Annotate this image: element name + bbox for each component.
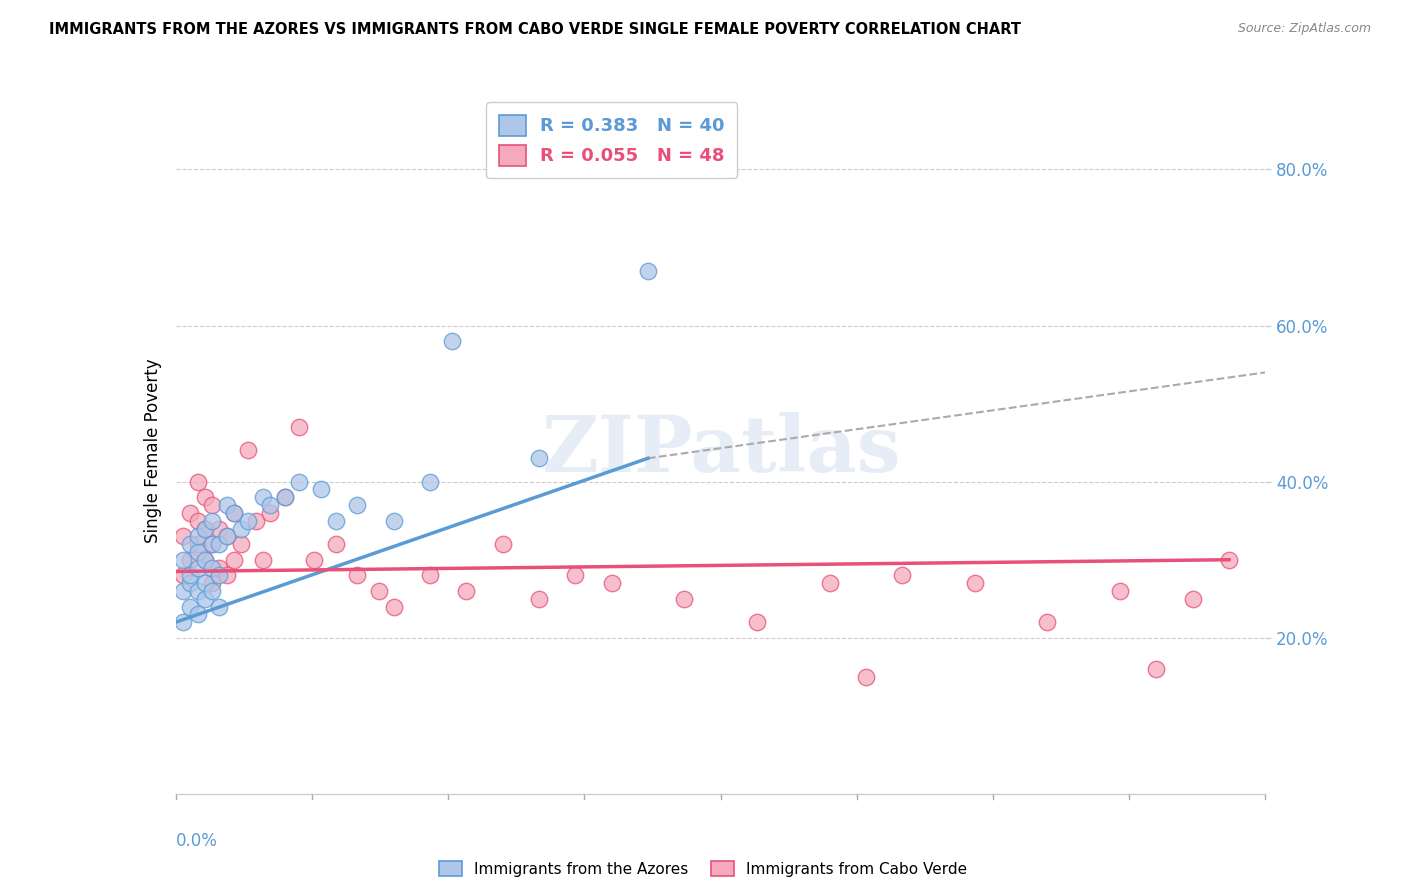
Point — [179, 537, 201, 551]
Point — [194, 552, 217, 567]
Point — [288, 420, 311, 434]
Point — [179, 576, 201, 591]
Point — [194, 552, 217, 567]
Point — [368, 583, 391, 598]
Point — [673, 591, 696, 606]
Point — [527, 591, 550, 606]
Legend: R = 0.383   N = 40, R = 0.055   N = 48: R = 0.383 N = 40, R = 0.055 N = 48 — [486, 103, 737, 178]
Point — [419, 475, 441, 489]
Point — [527, 451, 550, 466]
Text: 0.0%: 0.0% — [176, 831, 218, 850]
Point — [238, 514, 260, 528]
Point — [194, 490, 217, 504]
Point — [172, 615, 194, 630]
Point — [186, 545, 209, 559]
Point — [963, 576, 986, 591]
Point — [186, 607, 209, 622]
Point — [274, 490, 297, 504]
Point — [215, 568, 238, 582]
Point — [201, 560, 224, 574]
Legend: Immigrants from the Azores, Immigrants from Cabo Verde: Immigrants from the Azores, Immigrants f… — [432, 853, 974, 884]
Point — [222, 506, 245, 520]
Point — [201, 514, 224, 528]
Point — [325, 514, 347, 528]
Point — [186, 537, 209, 551]
Point — [259, 498, 281, 512]
Point — [208, 521, 231, 535]
Point — [492, 537, 515, 551]
Text: Source: ZipAtlas.com: Source: ZipAtlas.com — [1237, 22, 1371, 36]
Point — [179, 568, 201, 582]
Point — [201, 537, 224, 551]
Point — [288, 475, 311, 489]
Y-axis label: Single Female Poverty: Single Female Poverty — [143, 359, 162, 542]
Point — [309, 483, 332, 497]
Point — [325, 537, 347, 551]
Point — [238, 443, 260, 458]
Point — [222, 552, 245, 567]
Point — [186, 475, 209, 489]
Point — [231, 521, 253, 535]
Point — [201, 498, 224, 512]
Point — [564, 568, 586, 582]
Point — [179, 506, 201, 520]
Point — [172, 552, 194, 567]
Point — [818, 576, 841, 591]
Point — [1218, 552, 1240, 567]
Point — [208, 599, 231, 614]
Point — [201, 537, 224, 551]
Point — [215, 529, 238, 543]
Point — [456, 583, 478, 598]
Point — [259, 506, 281, 520]
Point — [600, 576, 623, 591]
Point — [194, 591, 217, 606]
Point — [1036, 615, 1059, 630]
Point — [201, 576, 224, 591]
Point — [1109, 583, 1132, 598]
Point — [186, 514, 209, 528]
Point — [186, 560, 209, 574]
Point — [194, 521, 217, 535]
Point — [179, 599, 201, 614]
Point — [855, 670, 877, 684]
Point — [346, 498, 368, 512]
Point — [252, 490, 274, 504]
Point — [1146, 662, 1168, 676]
Point — [208, 560, 231, 574]
Point — [215, 529, 238, 543]
Point — [194, 521, 217, 535]
Point — [186, 583, 209, 598]
Point — [419, 568, 441, 582]
Point — [274, 490, 297, 504]
Point — [382, 599, 405, 614]
Point — [745, 615, 768, 630]
Point — [172, 529, 194, 543]
Point — [891, 568, 914, 582]
Point — [1181, 591, 1204, 606]
Point — [194, 576, 217, 591]
Point — [222, 506, 245, 520]
Point — [302, 552, 325, 567]
Point — [245, 514, 267, 528]
Point — [231, 537, 253, 551]
Text: IMMIGRANTS FROM THE AZORES VS IMMIGRANTS FROM CABO VERDE SINGLE FEMALE POVERTY C: IMMIGRANTS FROM THE AZORES VS IMMIGRANTS… — [49, 22, 1021, 37]
Point — [215, 498, 238, 512]
Point — [172, 583, 194, 598]
Point — [208, 568, 231, 582]
Point — [252, 552, 274, 567]
Point — [201, 583, 224, 598]
Point — [637, 264, 659, 278]
Point — [382, 514, 405, 528]
Point — [346, 568, 368, 582]
Point — [186, 529, 209, 543]
Point — [179, 552, 201, 567]
Point — [208, 537, 231, 551]
Text: ZIPatlas: ZIPatlas — [541, 412, 900, 489]
Point — [172, 568, 194, 582]
Point — [440, 334, 463, 348]
